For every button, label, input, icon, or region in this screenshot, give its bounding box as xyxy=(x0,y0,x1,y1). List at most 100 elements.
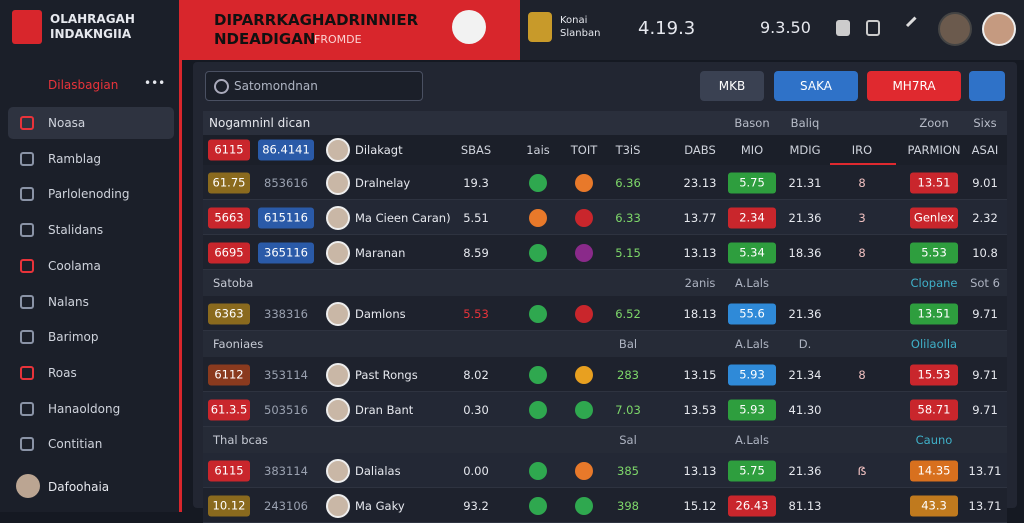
more-button[interactable]: ••• xyxy=(144,76,166,90)
odds-badge[interactable]: 6695 xyxy=(208,242,250,263)
odds-value[interactable]: 338316 xyxy=(264,306,308,321)
odds-badge[interactable]: 6115 xyxy=(208,460,250,481)
clock: 9.3.50 xyxy=(760,18,811,37)
column-header[interactable]: DABS xyxy=(684,143,716,157)
score-badge[interactable]: 15.53 xyxy=(910,364,958,385)
avatar xyxy=(326,362,350,387)
table-row[interactable] xyxy=(203,235,1007,270)
score-badge[interactable]: 13.51 xyxy=(910,172,958,193)
status-dot xyxy=(529,365,547,384)
odds-value[interactable]: 365116 xyxy=(258,242,314,263)
score-badge[interactable]: 26.43 xyxy=(728,495,776,516)
column-header[interactable]: MIO xyxy=(740,143,764,157)
table-title-cell: Zoon xyxy=(919,116,949,130)
menu-item[interactable]: Contitian xyxy=(8,428,174,460)
score-badge[interactable]: 58.71 xyxy=(910,399,958,420)
value: 0.30 xyxy=(463,402,489,417)
column-header[interactable]: ASAI xyxy=(971,143,999,157)
score-badge[interactable]: 5.75 xyxy=(728,460,776,481)
menu-icon xyxy=(20,401,34,416)
score-badge[interactable]: 5.93 xyxy=(728,399,776,420)
value: 8.59 xyxy=(463,245,489,260)
sidebar: OLAHRAGAH INDAKNGIIA Dilasbagian ••• Noas… xyxy=(0,0,182,512)
column-header[interactable]: TOIT xyxy=(570,143,598,157)
column-header[interactable]: 1ais xyxy=(526,143,550,157)
menu-item[interactable]: Ramblag xyxy=(8,143,174,175)
odds-badge[interactable]: 6363 xyxy=(208,303,250,324)
filter-button[interactable]: SAKA xyxy=(774,71,858,101)
score-badge[interactable]: 5.34 xyxy=(728,242,776,263)
menu-item[interactable]: Nalans xyxy=(8,286,174,318)
score: 4.19.3 xyxy=(638,18,696,39)
section-label: Satoba xyxy=(213,276,254,290)
table-title: Nogamninl dican xyxy=(209,116,311,130)
value: 15.12 xyxy=(683,498,717,513)
column-header[interactable]: IRO xyxy=(851,143,873,157)
column-header[interactable]: SBAS xyxy=(460,143,492,157)
table-row[interactable] xyxy=(203,165,1007,200)
menu-item[interactable]: Barimop xyxy=(8,321,174,353)
odds-value[interactable]: 853616 xyxy=(264,175,308,190)
value: 6.52 xyxy=(615,306,641,321)
icon-button[interactable] xyxy=(969,71,1005,101)
avatar[interactable] xyxy=(982,12,1016,46)
score-badge[interactable]: 2.34 xyxy=(728,207,776,228)
user-name[interactable]: Dafoohaia xyxy=(48,480,110,494)
avatar[interactable] xyxy=(938,12,972,46)
score-badge[interactable]: 13.51 xyxy=(910,303,958,324)
close-icon[interactable] xyxy=(905,16,926,36)
share-icon[interactable] xyxy=(866,20,880,36)
filter-button[interactable]: MH7RA xyxy=(867,71,961,101)
menu-item[interactable]: Roas xyxy=(8,357,174,389)
odds-badge[interactable]: 10.12 xyxy=(208,495,250,516)
value: 8.02 xyxy=(463,367,489,382)
score-badge[interactable]: 5.93 xyxy=(728,364,776,385)
team-line: Konai xyxy=(560,15,588,26)
search-box[interactable]: Satomondnan xyxy=(205,71,423,101)
status-dot xyxy=(575,208,593,227)
score-badge[interactable]: 43.3 xyxy=(910,495,958,516)
menu-icon xyxy=(20,151,34,166)
column-name: Dilakagt xyxy=(355,143,403,157)
section-cell: Bal xyxy=(618,337,638,351)
odds-badge[interactable]: 6112 xyxy=(208,364,250,385)
value: 398 xyxy=(617,498,639,513)
shield-icon[interactable] xyxy=(836,20,850,36)
table-row[interactable] xyxy=(203,392,1007,427)
odds-value[interactable]: 615116 xyxy=(258,207,314,228)
odds-badge[interactable]: 61.3.5 xyxy=(208,399,250,420)
odds-value[interactable]: 353114 xyxy=(264,367,308,382)
score-badge[interactable]: 5.53 xyxy=(910,242,958,263)
value: 21.36 xyxy=(788,210,822,225)
value: 9.71 xyxy=(972,306,998,321)
score-badge[interactable]: 14.35 xyxy=(910,460,958,481)
player-name: Damlons xyxy=(355,306,406,321)
value: 13.71 xyxy=(968,463,1002,478)
menu-item[interactable]: Stalidans xyxy=(8,214,174,246)
odds-badge[interactable]: 5663 xyxy=(208,207,250,228)
score-badge[interactable]: 5.75 xyxy=(728,172,776,193)
table-row[interactable] xyxy=(203,488,1007,523)
section-label: Thal bcas xyxy=(213,433,268,447)
odds-value[interactable]: 503516 xyxy=(264,402,308,417)
menu-item[interactable]: Noasa xyxy=(8,107,174,139)
odds-value[interactable]: 243106 xyxy=(264,498,308,513)
table-row[interactable] xyxy=(203,200,1007,235)
score-badge[interactable]: Genlex xyxy=(910,207,958,228)
avatar xyxy=(326,170,350,195)
odds-value[interactable]: 383114 xyxy=(264,463,308,478)
menu-item[interactable]: Parlolenoding xyxy=(8,178,174,210)
table-row[interactable] xyxy=(203,357,1007,392)
filter-button[interactable]: MKB xyxy=(700,71,764,101)
column-header[interactable]: PARMION xyxy=(907,143,961,157)
table-row[interactable] xyxy=(203,296,1007,331)
menu-item[interactable]: Coolama xyxy=(8,250,174,282)
table-row[interactable] xyxy=(203,453,1007,488)
score-badge[interactable]: 55.6 xyxy=(728,303,776,324)
odds-badge[interactable]: 61.75 xyxy=(208,172,250,193)
column-header[interactable]: T3iS xyxy=(615,143,641,157)
menu-item[interactable]: Hanaoldong xyxy=(8,393,174,425)
value: 13.71 xyxy=(968,498,1002,513)
column-header[interactable]: MDIG xyxy=(789,143,821,157)
